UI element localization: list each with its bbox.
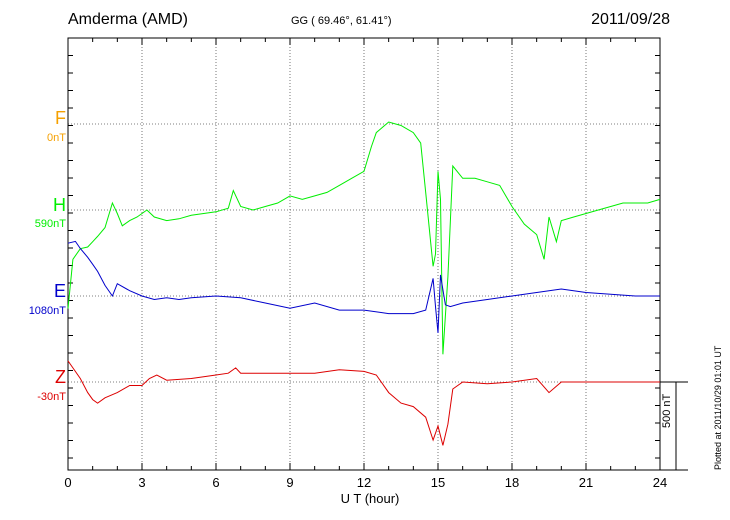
x-tick-label: 18	[504, 475, 520, 490]
x-axis-label: U T (hour)	[340, 491, 400, 506]
x-tick-label: 21	[578, 475, 594, 490]
component-f-base: 0nT	[47, 132, 66, 144]
x-tick-label: 0	[64, 475, 72, 490]
scale-label: 500 nT	[661, 393, 673, 428]
plotted-timestamp: Plotted at 2011/10/29 01:01 UT	[713, 345, 723, 470]
component-z-base: -30nT	[37, 391, 66, 403]
component-h-base: 590nT	[34, 218, 66, 230]
component-e-label: E	[53, 281, 66, 301]
series-line-e	[67, 240, 660, 334]
plot-frame	[67, 37, 661, 471]
component-z-label: Z	[55, 367, 66, 387]
series-line-z	[67, 360, 660, 446]
series-lines	[67, 121, 661, 446]
x-tick-label: 3	[138, 475, 146, 490]
station-coords: GG ( 69.46°, 61.41°)	[291, 15, 392, 27]
station-title: Amderma (AMD)	[68, 11, 189, 28]
component-h-label: H	[53, 195, 66, 215]
x-tick-label: 24	[652, 475, 668, 490]
component-f-label: F	[55, 108, 66, 128]
x-tick-label: 6	[212, 475, 220, 490]
scale-bar	[660, 381, 688, 471]
date-label: 2011/09/28	[591, 11, 670, 28]
x-tick-label: 15	[430, 475, 446, 490]
x-tick-label: 12	[356, 475, 372, 490]
x-tick-label: 9	[286, 475, 294, 490]
grid	[68, 38, 660, 470]
series-line-h	[67, 121, 661, 355]
component-e-base: 1080nT	[28, 305, 66, 317]
